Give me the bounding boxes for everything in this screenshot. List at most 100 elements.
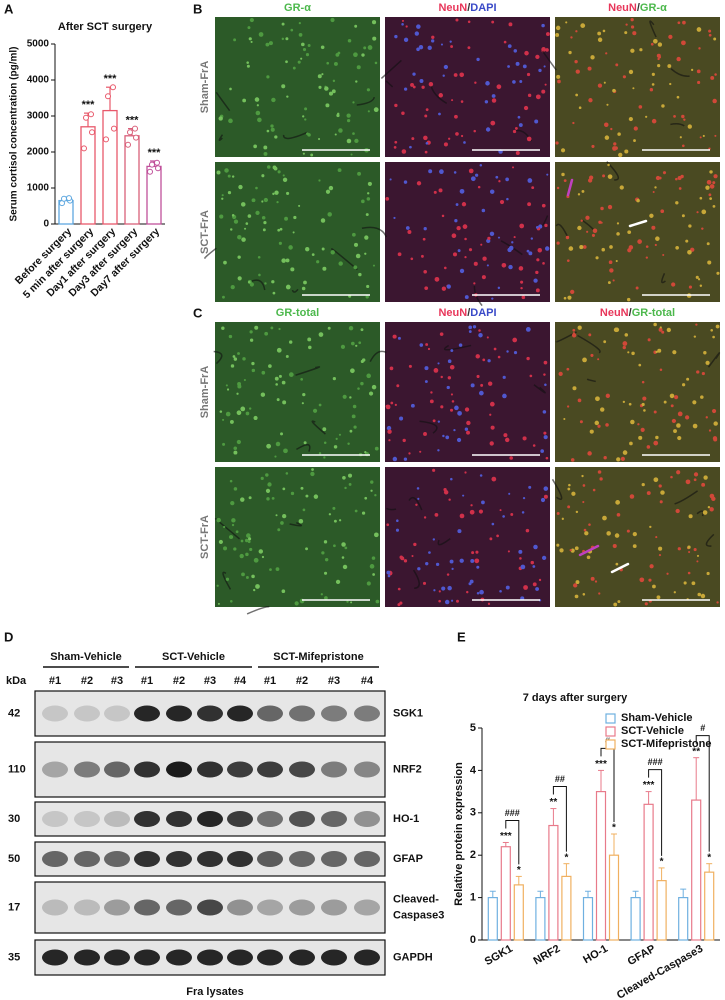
cell <box>589 429 594 434</box>
cell <box>245 411 250 416</box>
cell <box>662 253 665 256</box>
cell <box>655 236 660 241</box>
cell <box>476 57 480 62</box>
cell <box>637 239 642 244</box>
cell <box>654 243 657 247</box>
cell <box>317 74 322 79</box>
blot-band <box>227 851 253 867</box>
cell <box>441 286 447 291</box>
cell <box>688 285 693 289</box>
cell <box>574 546 579 551</box>
cell <box>568 246 574 251</box>
cell <box>387 429 392 434</box>
cell <box>270 127 275 132</box>
cell <box>645 245 649 248</box>
cell <box>453 429 456 432</box>
cell <box>221 326 225 330</box>
data-point <box>125 141 131 148</box>
cell <box>237 352 240 355</box>
legend-label: Sham-Vehicle <box>621 712 693 724</box>
cell <box>247 26 251 30</box>
cell <box>350 601 353 604</box>
y-tick-label: 2000 <box>27 147 50 158</box>
cell <box>715 324 720 329</box>
vessel <box>555 223 570 239</box>
cell <box>669 82 672 86</box>
cell <box>525 528 530 533</box>
cell <box>570 458 575 462</box>
cell <box>681 114 685 119</box>
cell <box>687 124 692 129</box>
cell <box>429 399 434 404</box>
cell <box>283 448 288 454</box>
cell <box>401 23 404 26</box>
cell <box>620 456 625 461</box>
cell <box>257 255 261 259</box>
cell <box>518 266 524 271</box>
cell <box>361 53 365 57</box>
comparison-label: ### <box>648 757 663 767</box>
cell <box>684 415 690 420</box>
cell <box>615 63 619 67</box>
vessel <box>408 497 423 511</box>
cell <box>360 328 364 332</box>
cell <box>438 188 443 193</box>
cell <box>453 171 457 174</box>
cell <box>605 423 609 427</box>
cell <box>449 364 455 370</box>
cell <box>687 545 691 549</box>
cell <box>338 128 343 133</box>
cell <box>235 530 239 534</box>
arrow <box>610 562 630 574</box>
cell <box>607 281 611 284</box>
cell <box>361 358 366 362</box>
micrograph <box>555 322 720 462</box>
cell <box>706 179 712 185</box>
cell <box>281 84 286 89</box>
cell <box>439 169 444 175</box>
cell <box>278 327 281 331</box>
header-part: GR-α <box>640 2 667 14</box>
cell <box>394 34 398 39</box>
cell <box>301 42 305 47</box>
cell <box>325 189 331 194</box>
cell <box>530 237 533 240</box>
cell <box>304 107 308 111</box>
cell <box>695 323 698 326</box>
significance-label: *** <box>104 73 118 85</box>
cell <box>422 237 426 241</box>
bar <box>704 871 715 941</box>
cell <box>240 202 246 207</box>
cell <box>394 140 398 144</box>
cell <box>435 562 440 567</box>
cell <box>459 558 464 563</box>
cell <box>244 538 249 543</box>
cell <box>397 587 401 591</box>
cell <box>622 450 628 455</box>
cell <box>519 557 522 560</box>
bar <box>80 126 96 225</box>
cell <box>394 103 398 108</box>
protein-label: Cleaved- <box>393 893 439 905</box>
cell <box>419 78 424 83</box>
cell <box>701 371 705 376</box>
cell <box>286 95 289 98</box>
cell <box>322 427 327 432</box>
cell <box>597 424 601 428</box>
comparison-bracket <box>505 819 520 865</box>
blot-band <box>104 705 130 722</box>
cell <box>372 264 375 267</box>
cell <box>637 423 640 426</box>
blot-band <box>257 851 283 867</box>
cell <box>712 98 717 104</box>
cell <box>272 192 275 196</box>
cell <box>597 470 602 474</box>
cell <box>457 410 462 416</box>
cell <box>282 400 287 405</box>
cell <box>474 558 480 564</box>
cell <box>630 419 635 425</box>
cell <box>323 441 327 445</box>
cell <box>556 186 560 190</box>
cell <box>708 33 712 37</box>
cell <box>687 571 691 575</box>
